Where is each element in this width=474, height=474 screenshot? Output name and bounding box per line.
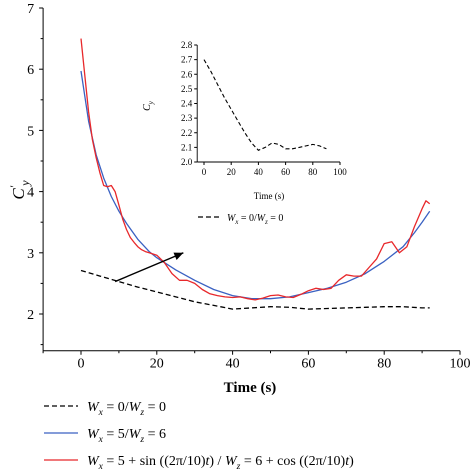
legend-label-red-p4: = 6 + cos ((2π/10) <box>240 454 345 469</box>
inline-legend-label-p3: W <box>257 213 267 224</box>
inset-axes: 0 20 40 60 80 100 2.0 2.1 2.2 2.3 2.4 2.5 2.6 2.7 2.8 <box>181 40 347 177</box>
main-y-tick-label: 7 <box>27 2 34 17</box>
inset-chart: 0 20 40 60 80 1002.02.12.22.32.42.52.62.72.8 … <box>142 40 347 201</box>
inline-legend-label-s2: z <box>264 219 268 226</box>
main-y-tick-label: 4 <box>27 186 34 201</box>
main-y-axis-label-prime: ′ <box>7 185 21 188</box>
annotation-arrow <box>114 252 184 283</box>
main-x-tick-label: 20 <box>150 357 164 372</box>
inset-x-tick-label: 100 <box>333 167 347 177</box>
inline-legend-label-p2: = 0/ <box>238 213 257 224</box>
inset-y-tick-label: 2.4 <box>181 99 193 109</box>
inset-x-tick-label: 20 <box>227 167 237 177</box>
legend-label-red-p4b: t <box>345 454 350 469</box>
legend-label-blue-p1: W <box>87 427 100 442</box>
legend-label-dashed-p2: = 0/ <box>103 400 129 415</box>
main-y-axis-label-sub: y <box>18 180 32 187</box>
main-y-tick-label: 2 <box>27 308 34 323</box>
legend-label-blue: Wx = 5/Wz = 6 <box>87 427 166 445</box>
inset-series-group <box>203 59 327 151</box>
legend-label-blue-s1: x <box>98 435 104 445</box>
legend-label-dashed-p1: W <box>87 400 100 415</box>
inset-y-axis-label-main: C <box>142 104 153 111</box>
inset-y-tick-label: 2.2 <box>181 128 192 138</box>
inset-y-axis-label: Cy <box>142 100 155 111</box>
legend-label-blue-s2: z <box>139 435 144 445</box>
inline-legend-annotation: Wx = 0/Wz = 0 <box>114 213 283 283</box>
legend-label-red-p2c: ) / <box>209 454 225 469</box>
main-axes: 0 20 40 60 80 100 2 3 4 5 6 7 <box>27 2 470 372</box>
inline-legend-label-p4: = 0 <box>268 213 284 224</box>
inset-y-axis-label-sub: y <box>147 100 155 105</box>
legend-label-red-s2: z <box>236 462 241 472</box>
inset-x-tick-label: 80 <box>308 167 318 177</box>
annotation-arrowhead <box>173 252 184 260</box>
main-x-tick-label: 80 <box>377 357 391 372</box>
inset-y-tick-label: 2.5 <box>181 84 193 94</box>
legend: Wx = 0/Wz = 0Wx = 5/Wz = 6Wx = 5 + sin (… <box>44 400 354 472</box>
main-x-tick-label: 100 <box>450 357 471 372</box>
inset-y-tick-label: 2.8 <box>181 40 193 50</box>
legend-label-dashed-p4: = 0 <box>144 400 166 415</box>
legend-label-dashed-s2: z <box>139 408 144 418</box>
series-line-red <box>80 38 431 301</box>
legend-label-red: Wx = 5 + sin ((2π/10)t) / Wz = 6 + cos (… <box>87 454 354 472</box>
inline-legend-label-p1: W <box>227 213 237 224</box>
inset-y-tick-label: 2.3 <box>181 113 193 123</box>
inset-x-tick-label: 40 <box>254 167 264 177</box>
main-x-tick-label: 60 <box>301 357 315 372</box>
inset-x-axis-label: Time (s) <box>254 191 284 201</box>
main-y-tick-label: 6 <box>27 63 34 78</box>
main-y-axis-label-main: C <box>9 188 28 200</box>
inset-x-tick-label: 60 <box>281 167 291 177</box>
legend-label-red-p3: W <box>225 454 238 469</box>
legend-label-red-s1: x <box>98 462 104 472</box>
main-y-tick-label: 5 <box>27 124 34 139</box>
legend-label-dashed-s1: x <box>98 408 104 418</box>
inset-y-tick-label: 2.6 <box>181 69 193 79</box>
inline-legend-label: Wx = 0/Wz = 0 <box>227 213 283 226</box>
legend-label-dashed: Wx = 0/Wz = 0 <box>87 400 166 418</box>
main-x-axis-label: Time (s) <box>224 380 277 396</box>
main-series-group <box>80 38 431 310</box>
legend-label-blue-p3: W <box>129 427 142 442</box>
legend-label-blue-p4: = 6 <box>144 427 166 442</box>
main-x-tick-label: 40 <box>226 357 240 372</box>
legend-label-dashed-p3: W <box>129 400 142 415</box>
series-line-inset-dashed <box>203 59 327 151</box>
inset-x-tick-label: 0 <box>202 167 207 177</box>
legend-label-red-p2: = 5 + sin ((2π/10) <box>103 454 206 469</box>
main-y-axis-label: C′y <box>7 180 32 200</box>
series-line-blue <box>80 70 431 300</box>
legend-label-red-p4c: ) <box>349 454 354 469</box>
main-y-tick-label: 3 <box>27 247 34 262</box>
inline-legend-label-s1: x <box>234 219 238 226</box>
inset-y-tick-label: 2.0 <box>181 157 193 167</box>
legend-label-red-p1: W <box>87 454 100 469</box>
inset-y-tick-label: 2.7 <box>181 55 193 65</box>
legend-label-red-p2b: t <box>205 454 210 469</box>
legend-label-blue-p2: = 5/ <box>103 427 129 442</box>
main-x-tick-label: 0 <box>78 357 85 372</box>
series-line-dashed <box>80 269 430 310</box>
inset-y-tick-label: 2.1 <box>181 142 192 152</box>
